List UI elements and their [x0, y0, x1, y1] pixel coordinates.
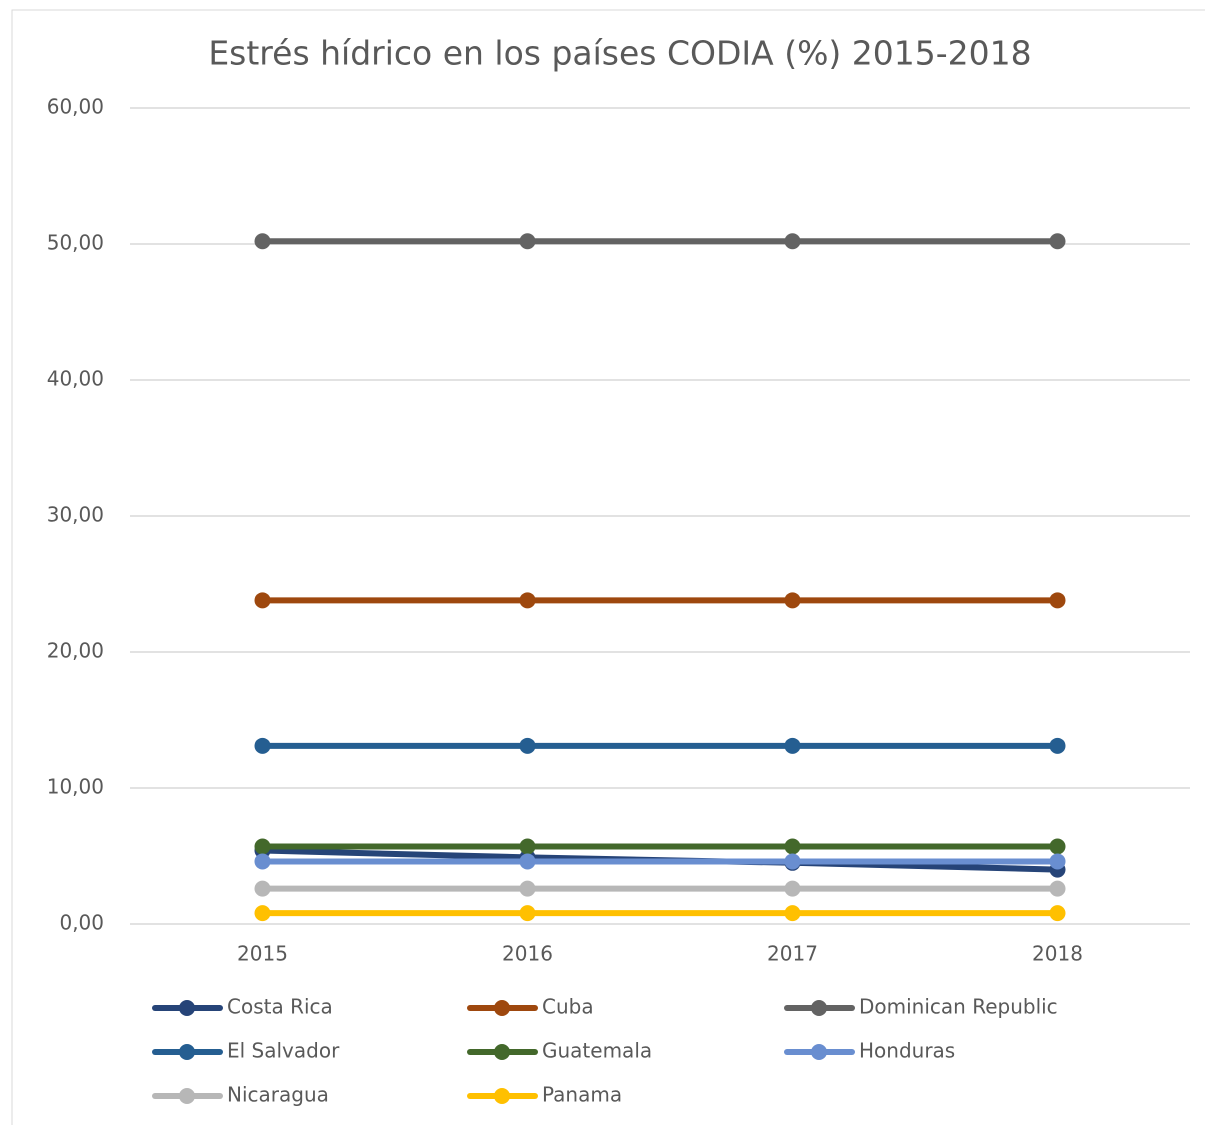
- y-tick-label: 40,00: [47, 367, 104, 391]
- marker: [519, 737, 536, 754]
- marker: [254, 905, 271, 922]
- marker: [519, 905, 536, 922]
- x-tick-label: 2017: [767, 942, 818, 966]
- legend-label: Guatemala: [542, 1039, 652, 1063]
- marker: [784, 880, 801, 897]
- marker: [784, 838, 801, 855]
- legend-label: Costa Rica: [227, 995, 333, 1019]
- marker: [254, 838, 271, 855]
- marker: [254, 233, 271, 250]
- marker: [1049, 905, 1066, 922]
- marker: [784, 233, 801, 250]
- y-tick-label: 20,00: [47, 639, 104, 663]
- marker: [784, 905, 801, 922]
- legend-label: Cuba: [542, 995, 594, 1019]
- x-tick-label: 2018: [1032, 942, 1083, 966]
- y-tick-label: 30,00: [47, 503, 104, 527]
- x-tick-label: 2015: [237, 942, 288, 966]
- marker: [784, 592, 801, 609]
- legend-label: Panama: [542, 1083, 622, 1107]
- y-tick-label: 0,00: [59, 911, 104, 935]
- legend-marker: [494, 1088, 510, 1104]
- marker: [784, 853, 801, 870]
- legend-marker: [811, 1000, 827, 1016]
- marker: [1049, 838, 1066, 855]
- marker: [1049, 737, 1066, 754]
- legend-label: Dominican Republic: [859, 995, 1058, 1019]
- marker: [254, 737, 271, 754]
- marker: [1049, 592, 1066, 609]
- marker: [519, 233, 536, 250]
- y-tick-label: 60,00: [47, 95, 104, 119]
- legend-marker: [494, 1000, 510, 1016]
- legend-label: Honduras: [859, 1039, 955, 1063]
- chart-title: Estrés hídrico en los países CODIA (%) 2…: [208, 34, 1031, 73]
- marker: [254, 592, 271, 609]
- marker: [1049, 853, 1066, 870]
- legend-label: Nicaragua: [227, 1083, 329, 1107]
- marker: [254, 880, 271, 897]
- marker: [519, 592, 536, 609]
- marker: [254, 853, 271, 870]
- legend-marker: [811, 1044, 827, 1060]
- legend-marker: [179, 1044, 195, 1060]
- y-tick-label: 50,00: [47, 231, 104, 255]
- x-tick-label: 2016: [502, 942, 553, 966]
- chart-frame: [11, 9, 1205, 1125]
- legend-marker: [179, 1000, 195, 1016]
- legend-label: El Salvador: [227, 1039, 340, 1063]
- marker: [784, 737, 801, 754]
- marker: [519, 838, 536, 855]
- marker: [519, 853, 536, 870]
- marker: [1049, 880, 1066, 897]
- legend-marker: [179, 1088, 195, 1104]
- marker: [1049, 233, 1066, 250]
- y-tick-label: 10,00: [47, 775, 104, 799]
- marker: [519, 880, 536, 897]
- legend-marker: [494, 1044, 510, 1060]
